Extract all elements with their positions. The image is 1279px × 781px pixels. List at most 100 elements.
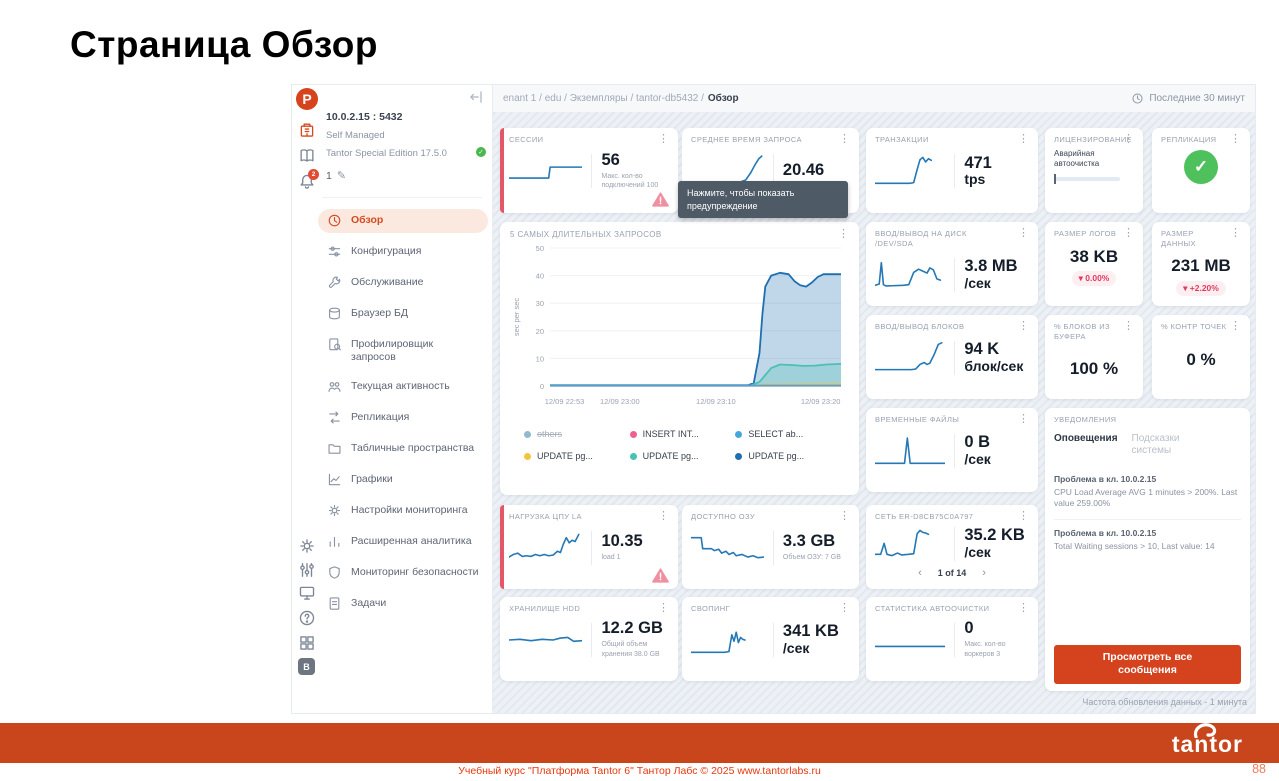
sidebar-item-replication[interactable]: Репликация: [318, 406, 488, 430]
sparkline: [691, 622, 774, 657]
rail-help-icon[interactable]: [298, 609, 316, 627]
legend-dot: [735, 452, 743, 460]
card-cpu-load: НАГРУЗКА ЦПУ LA ⋮ 10.35 load 1: [500, 505, 678, 589]
sidebar-item-advanced-analytics[interactable]: Расширенная аналитика: [318, 530, 488, 554]
kebab-menu-icon[interactable]: ⋮: [839, 133, 850, 145]
kebab-menu-icon[interactable]: ⋮: [658, 133, 669, 145]
sidebar-item-tasks[interactable]: Задачи: [318, 592, 488, 616]
folder-icon: [327, 441, 342, 456]
sidebar: P 2 10.0.2.15 : 5432 Self Managed Tantor…: [292, 85, 493, 713]
tab-alerts[interactable]: Оповещения: [1054, 432, 1118, 444]
warning-icon[interactable]: [652, 568, 669, 583]
wrench-icon: [327, 275, 342, 290]
legend-label: INSERT INT...: [642, 429, 699, 440]
view-all-messages-button[interactable]: Просмотреть все сообщения: [1054, 644, 1241, 684]
card-buffer-hit-pct: % БЛОКОВ ИЗ БУФЕРА ⋮ 100 %: [1045, 315, 1143, 399]
alert-item[interactable]: Проблема в кл. 10.0.2.15 CPU Load Averag…: [1054, 466, 1241, 519]
clock-icon: [1131, 92, 1144, 105]
legend-label: others: [537, 429, 563, 440]
sidebar-item-monitoring-settings[interactable]: Настройки мониторинга: [318, 499, 488, 523]
pager-prev-icon[interactable]: ‹: [918, 566, 922, 579]
legend-item[interactable]: INSERT INT...: [629, 429, 730, 440]
kebab-menu-icon[interactable]: ⋮: [839, 510, 850, 522]
metric-value: 10.35: [601, 532, 643, 551]
sparkline: [509, 530, 593, 565]
rail-monitor-icon[interactable]: [298, 584, 316, 602]
trend-badge: ▾ +2.20%: [1176, 280, 1226, 296]
rail-b-badge[interactable]: B: [298, 658, 315, 675]
kebab-menu-icon[interactable]: ⋮: [658, 510, 669, 522]
legend-dot: [735, 430, 743, 438]
metric-unit: /сек: [782, 639, 810, 656]
card-title: ТРАНЗАКЦИИ: [875, 135, 929, 144]
rail-apps-grid-icon[interactable]: [298, 634, 316, 652]
tantor-logo-text: tantor: [1171, 731, 1243, 757]
sparkline: [875, 526, 956, 561]
metric-value: 0 %: [1186, 349, 1216, 369]
chart-title: 5 САМЫХ ДЛИТЕЛЬНЫХ ЗАПРОСОВ: [510, 230, 662, 239]
alert-indicator-bar: [500, 505, 504, 589]
sidebar-item-query-profiler[interactable]: Профилировщик запросов: [318, 333, 488, 368]
panel-title: УВЕДОМЛЕНИЯ: [1054, 415, 1117, 424]
sidebar-item-current-activity[interactable]: Текущая активность: [318, 375, 488, 399]
footer-course-text: Учебный курс "Платформа Tantor 6" Тантор…: [458, 765, 821, 777]
legend-item[interactable]: UPDATE pg...: [735, 451, 835, 461]
card-licensing: ЛИЦЕНЗИРОВАНИЕ ⋮ Аварийная автоочистка: [1045, 128, 1143, 213]
metric-subtitle: Общий объем хранения 38.0 GB: [601, 641, 660, 658]
breadcrumb-current: Обзор: [707, 93, 739, 104]
kebab-menu-icon[interactable]: ⋮: [839, 602, 850, 614]
kebab-menu-icon[interactable]: ⋮: [1018, 510, 1029, 522]
kebab-menu-icon[interactable]: ⋮: [1018, 133, 1029, 145]
card-title: СЕТЬ ER-D8CB75C0A797: [875, 512, 974, 521]
sidebar-item-db-browser[interactable]: Браузер БД: [318, 302, 488, 326]
kebab-menu-icon[interactable]: ⋮: [1123, 320, 1134, 332]
card-title: РАЗМЕР ДАННЫХ: [1161, 229, 1196, 248]
kebab-menu-icon[interactable]: ⋮: [1230, 320, 1241, 332]
docs-icon[interactable]: [298, 147, 316, 165]
svg-text:0: 0: [540, 382, 544, 391]
pager-next-icon[interactable]: ›: [982, 566, 986, 579]
edit-pencil-icon[interactable]: ✎: [336, 170, 347, 182]
sidebar-item-overview[interactable]: Обзор: [318, 209, 488, 233]
sidebar-item-tablespaces[interactable]: Табличные пространства: [318, 437, 488, 461]
legend-item[interactable]: UPDATE pg...: [629, 451, 730, 461]
kebab-menu-icon[interactable]: ⋮: [1230, 133, 1241, 145]
sidebar-item-configuration[interactable]: Конфигурация: [318, 240, 488, 264]
sidebar-item-maintenance[interactable]: Обслуживание: [318, 271, 488, 295]
kebab-menu-icon[interactable]: ⋮: [1018, 602, 1029, 614]
instance-icon[interactable]: [298, 121, 316, 139]
tantor-app-logo[interactable]: P: [296, 88, 318, 110]
card-network: СЕТЬ ER-D8CB75C0A797 ⋮ 35.2 KB /сек ‹ 1 o…: [866, 505, 1038, 589]
warning-tooltip: Нажмите, чтобы показать предупреждение: [678, 181, 848, 219]
rail-sliders-icon[interactable]: [298, 561, 316, 579]
legend-item[interactable]: others: [524, 429, 624, 439]
kebab-menu-icon[interactable]: ⋮: [1123, 227, 1134, 239]
kebab-menu-icon[interactable]: ⋮: [838, 228, 849, 240]
card-title: ВВОД/ВЫВОД БЛОКОВ: [875, 322, 965, 331]
config-icon: [327, 244, 342, 259]
time-range-selector[interactable]: Последние 30 минут: [1131, 92, 1245, 105]
legend-dot: [629, 430, 637, 438]
svg-text:12/09 23:00: 12/09 23:00: [600, 397, 640, 406]
legend-item[interactable]: SELECT ab...: [735, 429, 835, 439]
tab-system-hints[interactable]: Подсказки системы: [1131, 432, 1180, 457]
kebab-menu-icon[interactable]: ⋮: [658, 602, 669, 614]
breadcrumb[interactable]: enant 1 / edu / Экземпляры / tantor-db54…: [503, 93, 704, 104]
kebab-menu-icon[interactable]: ⋮: [1018, 413, 1029, 425]
kebab-menu-icon[interactable]: ⋮: [1018, 227, 1029, 239]
metric-value: 231 MB: [1171, 256, 1231, 276]
legend-item[interactable]: UPDATE pg...: [524, 451, 624, 461]
kebab-menu-icon[interactable]: ⋮: [1018, 320, 1029, 332]
svg-text:10: 10: [536, 355, 544, 364]
sidebar-item-charts[interactable]: Графики: [318, 468, 488, 492]
alert-item[interactable]: Проблема в кл. 10.0.2.15 Total Waiting s…: [1054, 518, 1241, 561]
kebab-menu-icon[interactable]: ⋮: [1230, 227, 1241, 239]
licensing-note: Аварийная автоочистка: [1054, 148, 1100, 169]
card-title: ДОСТУПНО ОЗУ: [691, 512, 755, 521]
rail-settings-icon[interactable]: [298, 537, 316, 555]
kebab-menu-icon[interactable]: ⋮: [1123, 133, 1134, 145]
sidebar-item-security-monitoring[interactable]: Мониторинг безопасности: [318, 561, 488, 585]
card-autovacuum-stats: СТАТИСТИКА АВТООЧИСТКИ ⋮ 0 Макс. кол-во в…: [866, 597, 1038, 681]
warning-icon[interactable]: [652, 192, 669, 207]
sidebar-collapse-icon[interactable]: [468, 89, 484, 105]
